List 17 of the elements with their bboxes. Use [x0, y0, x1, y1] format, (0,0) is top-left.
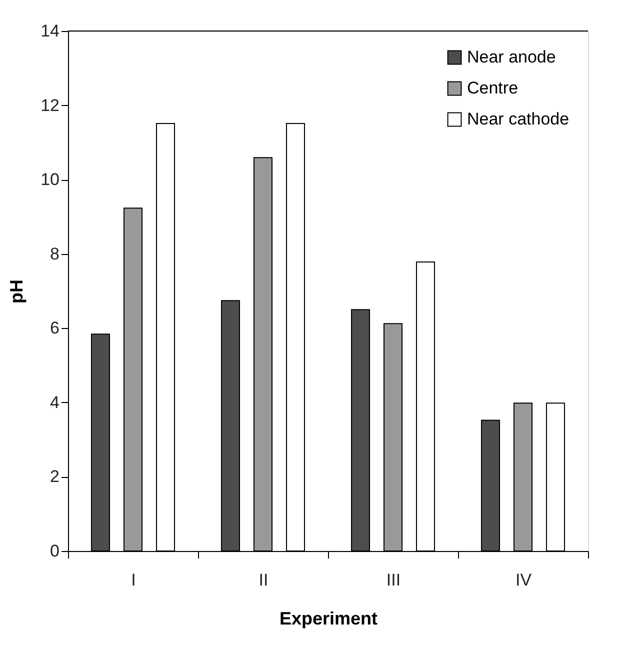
legend-label: Near cathode	[467, 110, 570, 128]
legend-label: Near anode	[467, 48, 556, 66]
x-tick-label: IV	[515, 570, 532, 590]
y-tick-label: 0	[50, 542, 60, 560]
y-tick-label: 4	[50, 392, 60, 412]
x-axis-title: Experiment	[279, 608, 378, 628]
y-tick-label: 14	[40, 22, 60, 40]
x-tick-label: II	[258, 570, 268, 590]
x-tick-label: III	[386, 570, 401, 590]
y-tick-label: 6	[50, 318, 60, 338]
y-tick-label: 2	[50, 467, 60, 486]
legend-label: Centre	[467, 78, 518, 98]
y-tick-label: 10	[40, 170, 60, 190]
y-tick-label: 12	[40, 96, 60, 115]
y-tick-label: 8	[50, 244, 60, 264]
y-axis-title: pH	[6, 280, 27, 304]
x-tick-label: I	[131, 570, 136, 590]
